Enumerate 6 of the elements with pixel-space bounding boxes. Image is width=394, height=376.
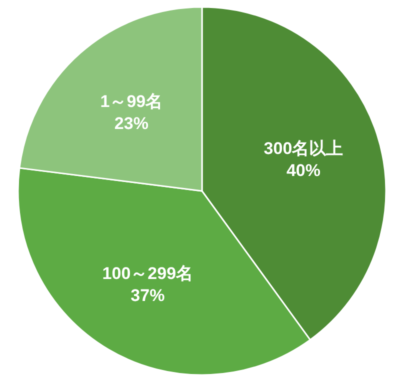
data-label: 37%	[130, 286, 165, 305]
data-label: 40%	[286, 161, 321, 180]
slice-label: 1～99名	[100, 92, 163, 111]
data-label: 23%	[114, 114, 148, 133]
slice-label: 300名以上	[264, 139, 344, 158]
slice-label: 100～299名	[102, 264, 194, 283]
